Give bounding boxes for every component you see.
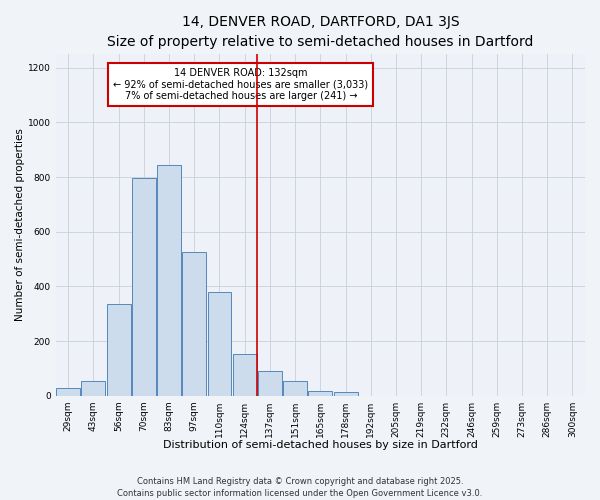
Bar [258,372,282,396]
Bar [132,178,156,396]
Bar [334,392,358,396]
Bar [283,381,307,396]
Text: 14 DENVER ROAD: 132sqm
← 92% of semi-detached houses are smaller (3,033)
7% of s: 14 DENVER ROAD: 132sqm ← 92% of semi-det… [113,68,368,100]
Bar [107,304,131,396]
Bar [308,390,332,396]
Bar [82,381,106,396]
Bar [157,164,181,396]
Text: Contains HM Land Registry data © Crown copyright and database right 2025.
Contai: Contains HM Land Registry data © Crown c… [118,476,482,498]
Bar [233,354,257,396]
Bar [208,292,232,396]
X-axis label: Distribution of semi-detached houses by size in Dartford: Distribution of semi-detached houses by … [163,440,478,450]
Bar [56,388,80,396]
Bar [182,252,206,396]
Title: 14, DENVER ROAD, DARTFORD, DA1 3JS
Size of property relative to semi-detached ho: 14, DENVER ROAD, DARTFORD, DA1 3JS Size … [107,15,533,48]
Y-axis label: Number of semi-detached properties: Number of semi-detached properties [15,128,25,322]
